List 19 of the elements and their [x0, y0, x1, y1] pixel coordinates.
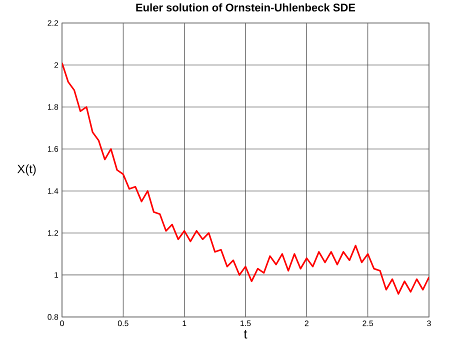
y-axis-title: X(t) — [17, 164, 36, 176]
x-tick-label: 3 — [427, 320, 431, 326]
y-tick-label: 2 — [54, 62, 58, 68]
y-tick-label: 0.8 — [48, 314, 58, 320]
x-tick-label: 1.5 — [240, 320, 251, 326]
y-tick-label: 1.8 — [48, 104, 58, 110]
y-tick-label: 1.4 — [48, 188, 58, 194]
x-axis-title: t — [244, 330, 248, 339]
chart-title: Euler solution of Ornstein-Uhlenbeck SDE — [136, 3, 356, 12]
y-tick-label: 1.6 — [48, 146, 58, 152]
x-tick-label: 2.5 — [362, 320, 374, 326]
y-tick-label: 2.2 — [48, 20, 58, 26]
x-tick-label: 1 — [182, 320, 186, 326]
y-tick-label: 1.2 — [48, 230, 58, 236]
line-series — [62, 62, 429, 295]
x-tick-label: 0.5 — [118, 320, 128, 326]
x-tick-label: 0 — [60, 320, 64, 326]
x-tick-label: 2 — [304, 320, 308, 326]
y-tick-label: 1 — [54, 272, 58, 278]
